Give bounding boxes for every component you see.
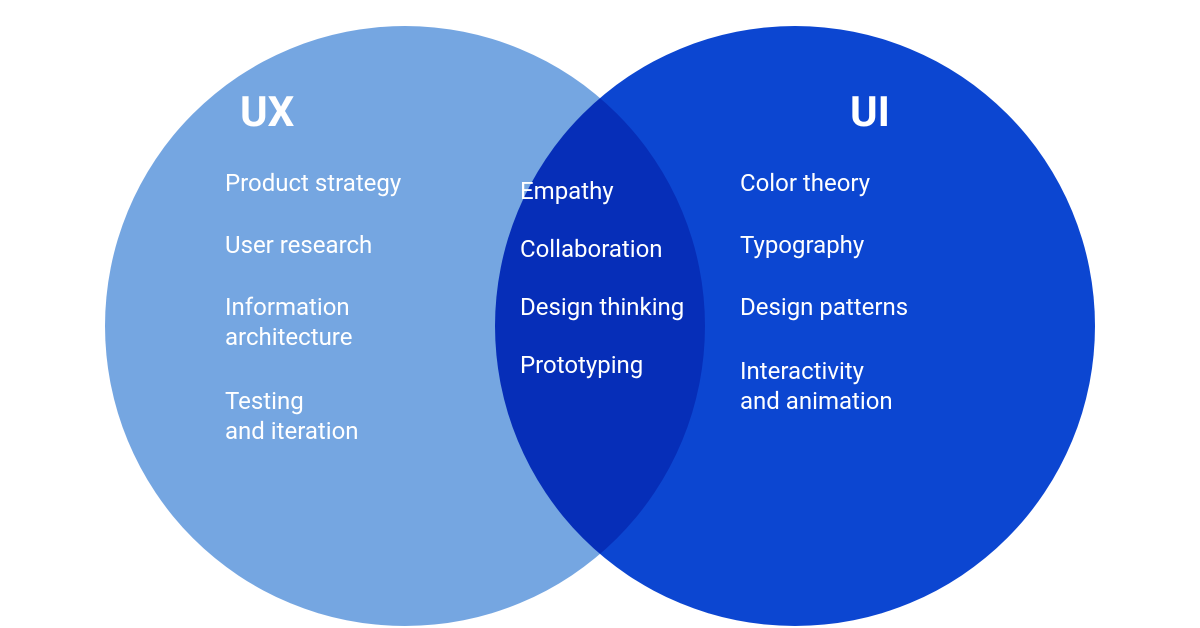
venn-diagram: UX UI Product strategy User research Infor…	[0, 0, 1200, 628]
venn-right-item: Color theory	[740, 168, 870, 198]
venn-left-item: Information architecture	[225, 292, 352, 352]
venn-left-item: Product strategy	[225, 168, 401, 198]
venn-intersection-item: Collaboration	[520, 234, 663, 264]
venn-circle-left	[105, 26, 705, 626]
venn-left-title: UX	[240, 88, 294, 137]
venn-left-item: Testing and iteration	[225, 386, 359, 446]
venn-right-item: Interactivity and animation	[740, 356, 893, 416]
venn-intersection-item: Empathy	[520, 176, 614, 206]
venn-intersection-item: Design thinking	[520, 292, 684, 322]
venn-right-item: Design patterns	[740, 292, 908, 322]
venn-right-title: UI	[850, 88, 890, 137]
venn-left-item: User research	[225, 230, 372, 260]
venn-intersection-item: Prototyping	[520, 350, 643, 380]
venn-right-item: Typography	[740, 230, 864, 260]
